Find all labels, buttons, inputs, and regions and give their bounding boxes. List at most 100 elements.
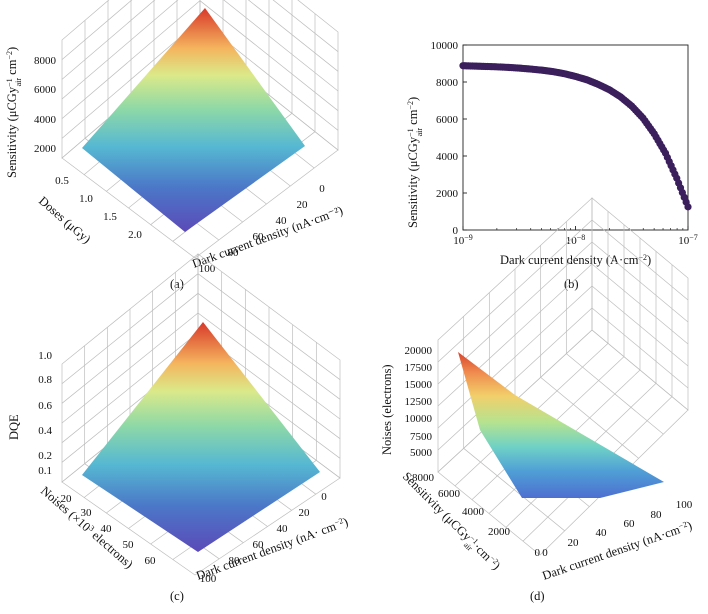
panel-b-y-axis-label: Sensitivity (μCGy−1air cm−2) <box>406 97 424 228</box>
grid-line <box>437 263 593 407</box>
x-tick-label: 100 <box>200 573 217 585</box>
panel-b-x-ticks: 10−9 10−8 10−7 <box>453 226 698 247</box>
y-tick-label: 0.5 <box>55 175 69 187</box>
y-tick-label: 6000 <box>438 488 461 500</box>
x-tick-label: 0 <box>319 183 325 195</box>
x-tick-label: 60 <box>253 231 265 243</box>
panel-d-surface <box>458 352 664 498</box>
x-tick-label: 80 <box>229 555 241 567</box>
z-tick-label: 7500 <box>410 431 433 443</box>
y-tick-label: 4000 <box>462 506 485 518</box>
grid-line <box>591 307 689 389</box>
grid-line <box>61 0 156 80</box>
z-tick-label: 0.8 <box>38 374 52 386</box>
grid-line <box>591 241 689 323</box>
panel-d-x-ticks: 0 20 40 60 80 100 <box>542 499 693 559</box>
panel-c-label: (c) <box>170 589 184 603</box>
x-tick-label: 60 <box>253 539 265 551</box>
x-tick-label: 40 <box>276 215 288 227</box>
panel-c-surface-plot: 0.2 0.4 0.6 0.8 1.0 0.1 20 30 40 50 60 0 20 40 60 80 1… <box>7 253 350 603</box>
panel-a-z-ticks: 2000 4000 6000 8000 <box>34 55 57 155</box>
panel-c-z-ticks: 0.2 0.4 0.6 0.8 1.0 0.1 <box>38 350 52 477</box>
grid-line <box>591 285 689 367</box>
x-tick-label: 20 <box>568 537 580 549</box>
z-tick-label: 0.1 <box>38 465 52 477</box>
y-tick-label: 1.0 <box>79 193 93 205</box>
panel-a-surface-plot: 2000 4000 6000 8000 0.5 1.0 1.5 2.0 0 20 40 60 80 1… <box>5 0 345 291</box>
z-tick-label: 1.0 <box>38 350 52 362</box>
z-tick-label: 10000 <box>405 413 433 425</box>
panel-a-surface <box>82 8 305 232</box>
z-tick-label: 2000 <box>34 143 57 155</box>
x-tick-label: 80 <box>651 509 663 521</box>
panel-c-surface <box>82 322 320 552</box>
x-tick-label: 20 <box>297 199 309 211</box>
x-tick-label: 10−8 <box>566 233 586 248</box>
panel-a-label: (a) <box>170 277 184 291</box>
panel-b-scatter-plot: 0 2000 4000 6000 8000 10000 10−9 10−8 10−7 Sens… <box>406 40 698 291</box>
panel-c-x-ticks: 0 20 40 60 80 100 <box>200 491 328 585</box>
panel-d-z-axis-label: Noises (electrons) <box>380 364 394 455</box>
grid-line <box>197 312 341 420</box>
grid-line <box>591 219 689 301</box>
x-tick-label: 60 <box>624 518 636 530</box>
panel-b-data-points <box>459 62 692 211</box>
y-tick-label: 8000 <box>412 472 435 484</box>
panel-a-x-axis-label: Dark current density (nA·cm⁻²) <box>190 203 344 271</box>
y-tick-label: 30 <box>81 507 93 519</box>
y-tick-label: 50 <box>123 539 135 551</box>
x-tick-label: 10−7 <box>678 233 698 248</box>
grid-line <box>437 285 593 429</box>
z-tick-label: 12500 <box>405 396 433 408</box>
data-point <box>684 203 692 211</box>
y-tick-label: 0 <box>535 547 541 559</box>
grid-line <box>61 273 199 384</box>
grid-line <box>61 0 179 100</box>
grid-line <box>437 307 593 451</box>
y-tick-label: 6000 <box>436 114 459 126</box>
panel-c-y-ticks: 20 30 40 50 60 <box>61 493 157 567</box>
panel-a-x-ticks: 0 20 40 60 80 100 <box>199 183 326 275</box>
x-tick-label: 40 <box>596 527 608 539</box>
z-tick-label: 4000 <box>34 114 57 126</box>
x-tick-label: 40 <box>277 523 289 535</box>
grid-line <box>199 0 339 111</box>
grid-line <box>247 0 339 72</box>
panel-b-x-axis-label: Dark current density (A·cm−2) <box>500 253 651 268</box>
z-tick-label: 0.4 <box>38 425 52 437</box>
y-tick-label: 40 <box>101 523 113 535</box>
grid-line <box>591 263 689 345</box>
panel-a-z-axis-label: Sensitivity (μCGy−1air cm−2) <box>5 47 23 178</box>
x-tick-label: 10−9 <box>453 233 473 248</box>
z-tick-label: 8000 <box>34 55 57 67</box>
grid-line <box>437 219 593 363</box>
x-tick-label: 100 <box>199 263 216 275</box>
x-tick-label: 0 <box>542 547 548 559</box>
y-tick-label: 2000 <box>436 188 459 200</box>
panel-d-z-ticks: 5000 7500 10000 12500 15000 17500 20000 <box>405 345 433 459</box>
z-tick-label: 5000 <box>410 447 433 459</box>
grid-line <box>223 0 339 92</box>
y-tick-label: 4000 <box>436 151 459 163</box>
y-tick-label: 2000 <box>488 526 511 538</box>
z-tick-label: 15000 <box>405 379 433 391</box>
y-tick-label: 0 <box>453 225 459 237</box>
z-tick-label: 0.2 <box>38 450 52 462</box>
y-tick-label: 60 <box>145 555 157 567</box>
panel-b-y-ticks: 0 2000 4000 6000 8000 10000 <box>431 40 467 237</box>
grid-line <box>197 273 341 380</box>
z-tick-label: 20000 <box>405 345 433 357</box>
panel-d-x-axis-label: Dark current density (nA·cm−2) <box>540 518 694 583</box>
panel-a-y-ticks: 0.5 1.0 1.5 2.0 <box>55 175 142 241</box>
x-tick-label: 0 <box>321 491 327 503</box>
panel-c-z-axis-label: DQE <box>7 414 21 440</box>
y-tick-label: 2.0 <box>128 229 142 241</box>
y-tick-label: 20 <box>61 493 73 505</box>
grid-line <box>61 0 133 60</box>
x-tick-label: 20 <box>299 507 311 519</box>
panel-b-label: (b) <box>564 277 579 291</box>
z-tick-label: 17500 <box>405 362 433 374</box>
x-tick-label: 100 <box>676 499 693 511</box>
